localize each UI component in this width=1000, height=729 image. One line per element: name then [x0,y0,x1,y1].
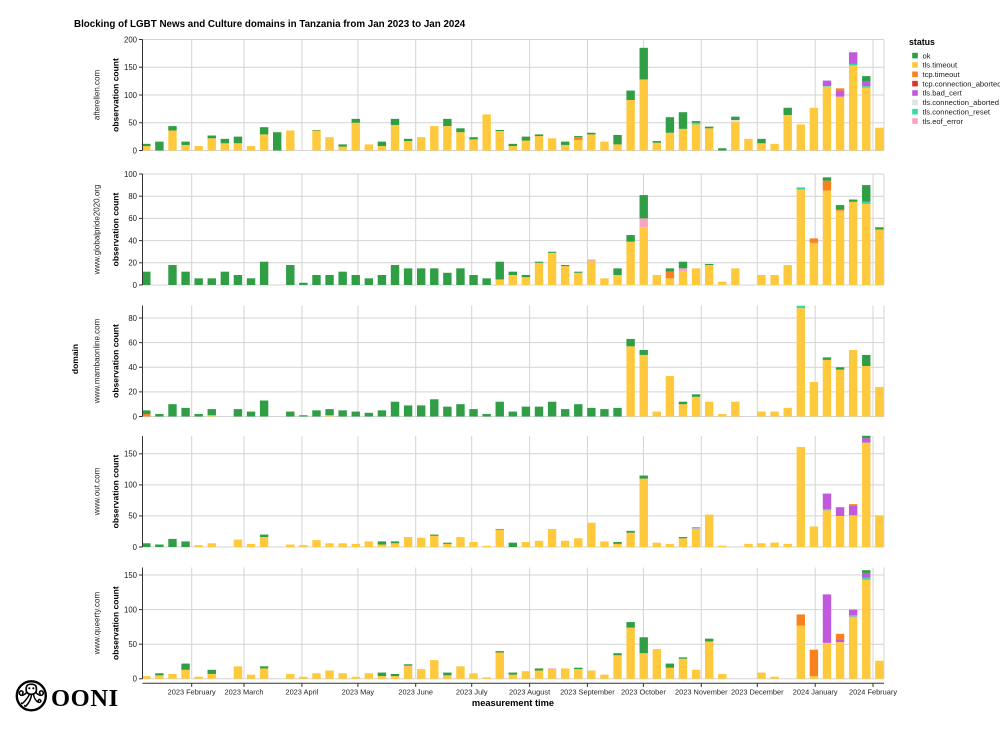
svg-text:2024 February: 2024 February [849,687,897,696]
svg-text:observation count: observation count [110,58,120,132]
svg-text:0: 0 [133,543,138,552]
svg-text:50: 50 [128,512,137,521]
svg-text:2024 January: 2024 January [793,687,838,696]
svg-text:0: 0 [133,281,138,290]
svg-text:20: 20 [128,388,137,397]
svg-text:2023 August: 2023 August [509,687,550,696]
svg-text:afterellen.com: afterellen.com [93,70,102,121]
svg-text:2023 April: 2023 April [285,687,318,696]
svg-text:observation count: observation count [110,586,120,660]
svg-text:2023 May: 2023 May [342,687,375,696]
svg-text:20: 20 [128,259,137,268]
svg-text:tls.connection_reset: tls.connection_reset [923,107,991,116]
svg-text:measurement time: measurement time [472,698,554,708]
svg-text:150: 150 [124,571,138,580]
svg-text:2023 November: 2023 November [675,687,728,696]
svg-text:150: 150 [124,450,138,459]
svg-text:domain: domain [70,344,80,374]
svg-text:2023 July: 2023 July [456,687,488,696]
svg-text:tls.eof_error: tls.eof_error [923,117,964,126]
svg-text:Blocking of LGBT News and Cult: Blocking of LGBT News and Culture domain… [74,19,466,30]
svg-text:tcp.connection_aborted: tcp.connection_aborted [923,79,1000,88]
svg-text:www.out.com: www.out.com [93,467,102,516]
svg-text:tls.connection_aborted: tls.connection_aborted [923,98,999,107]
svg-text:2023 June: 2023 June [398,687,433,696]
svg-text:80: 80 [128,192,137,201]
svg-text:150: 150 [124,63,138,72]
svg-text:www.globalpride2020.org: www.globalpride2020.org [93,185,102,276]
svg-text:OONI: OONI [51,685,119,712]
svg-text:0: 0 [133,146,138,155]
svg-text:100: 100 [124,605,138,614]
svg-text:tls.timeout: tls.timeout [923,61,958,70]
svg-text:50: 50 [128,119,137,128]
svg-text:www.queerty.com: www.queerty.com [93,592,102,656]
svg-text:tls.bad_cert: tls.bad_cert [923,89,963,98]
svg-text:status: status [909,37,935,47]
svg-text:2023 October: 2023 October [621,687,666,696]
svg-text:www.mambaonline.com: www.mambaonline.com [93,318,102,404]
svg-text:observation count: observation count [110,324,120,398]
svg-text:0: 0 [133,412,138,421]
svg-text:80: 80 [128,314,137,323]
svg-text:100: 100 [124,170,138,179]
svg-text:40: 40 [128,236,137,245]
svg-text:2023 February: 2023 February [168,687,216,696]
svg-text:100: 100 [124,481,138,490]
svg-text:60: 60 [128,214,137,223]
svg-text:40: 40 [128,363,137,372]
svg-text:2023 March: 2023 March [224,687,263,696]
svg-text:50: 50 [128,640,137,649]
svg-text:observation count: observation count [110,455,120,529]
svg-text:2023 December: 2023 December [731,687,784,696]
svg-text:0: 0 [133,675,138,684]
svg-text:tcp.timeout: tcp.timeout [923,70,961,79]
svg-text:60: 60 [128,338,137,347]
svg-text:100: 100 [124,91,138,100]
svg-text:200: 200 [124,35,138,44]
svg-text:observation count: observation count [110,193,120,267]
svg-text:ok: ok [923,51,931,60]
svg-text:2023 September: 2023 September [560,687,615,696]
